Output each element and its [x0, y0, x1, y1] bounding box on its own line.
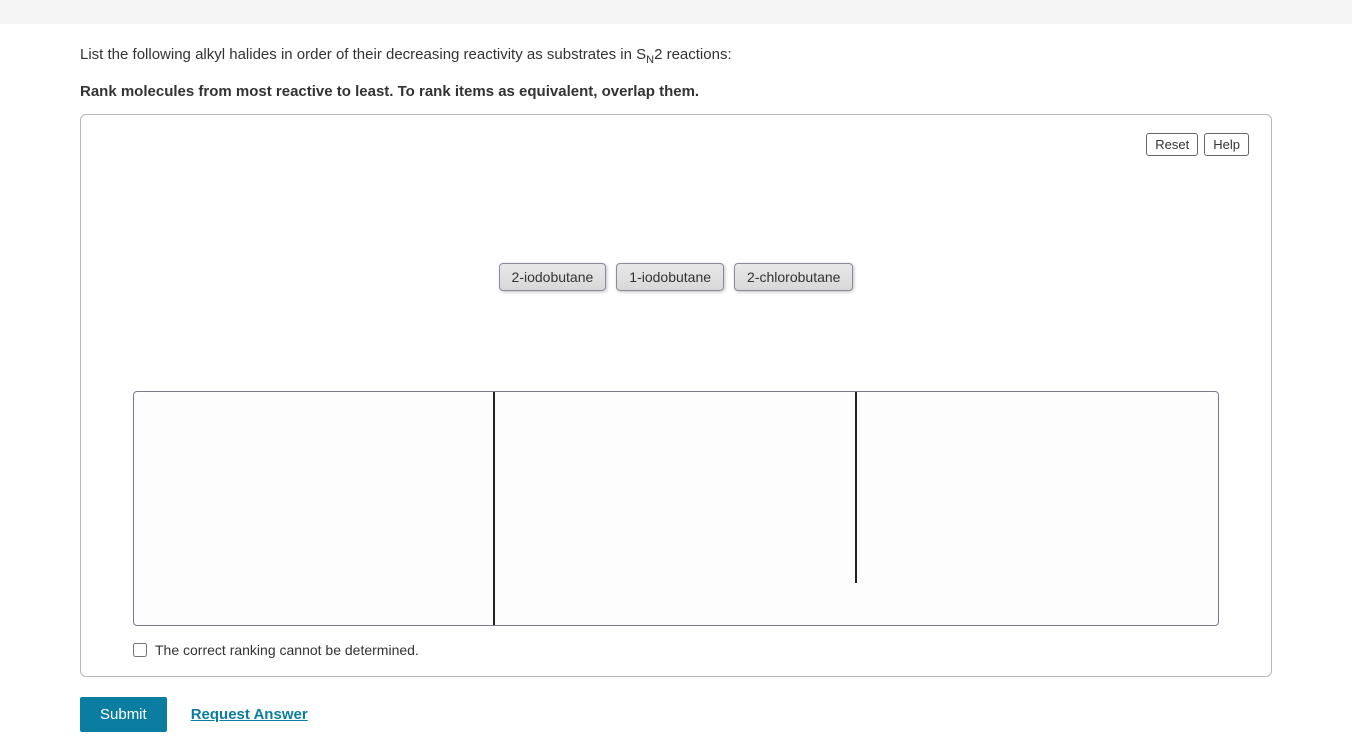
cannot-determine-checkbox[interactable]: [133, 643, 147, 657]
drop-slot[interactable]: [495, 392, 856, 625]
draggable-item[interactable]: 2-chlorobutane: [734, 263, 853, 291]
action-row: Submit Request Answer: [80, 697, 1272, 732]
panel-buttons: Reset Help: [1146, 133, 1249, 156]
ranking-drop-zone[interactable]: [133, 391, 1219, 626]
prompt-prefix: List the following alkyl halides in orde…: [80, 46, 646, 63]
instruction-text: Rank molecules from most reactive to lea…: [80, 83, 1272, 100]
cannot-determine-label: The correct ranking cannot be determined…: [155, 642, 419, 658]
request-answer-link[interactable]: Request Answer: [191, 706, 308, 723]
prompt-subscript: N: [646, 54, 654, 66]
question-prompt: List the following alkyl halides in orde…: [80, 44, 1272, 69]
ranking-panel: Reset Help 2-iodobutane 1-iodobutane 2-c…: [80, 114, 1272, 677]
submit-button[interactable]: Submit: [80, 697, 167, 732]
drop-slot[interactable]: [134, 392, 495, 625]
top-bar: [0, 0, 1352, 24]
help-button[interactable]: Help: [1204, 133, 1249, 156]
reset-button[interactable]: Reset: [1146, 133, 1198, 156]
cannot-determine-row: The correct ranking cannot be determined…: [133, 642, 1219, 658]
prompt-suffix: 2 reactions:: [654, 46, 732, 63]
content-area: List the following alkyl halides in orde…: [0, 24, 1352, 752]
drop-slot[interactable]: [857, 392, 1218, 625]
draggable-item[interactable]: 2-iodobutane: [499, 263, 607, 291]
draggable-items-area: 2-iodobutane 1-iodobutane 2-chlorobutane: [103, 263, 1249, 291]
draggable-item[interactable]: 1-iodobutane: [616, 263, 724, 291]
